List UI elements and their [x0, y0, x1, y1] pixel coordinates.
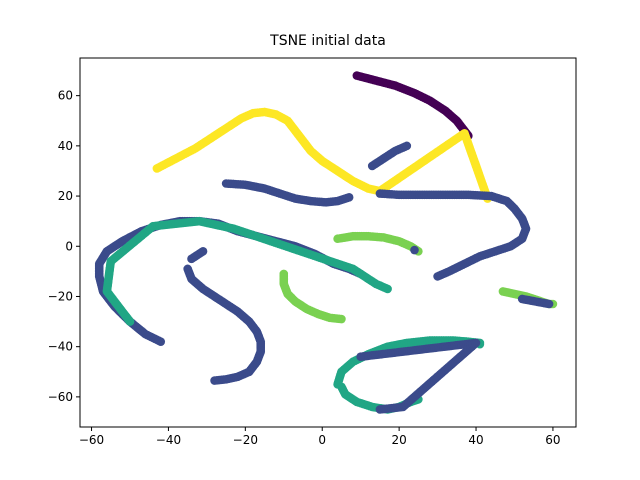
y-tick-label: 40 [58, 139, 73, 153]
data-point [433, 272, 442, 281]
data-point [198, 246, 208, 256]
x-axis: −60 −40 −20 0 20 40 60 [79, 427, 561, 447]
data-point [383, 284, 392, 294]
data-point [210, 376, 219, 385]
y-tick-label: −40 [48, 340, 73, 354]
data-point [356, 352, 365, 362]
data-point [402, 141, 412, 151]
data-point [410, 245, 419, 255]
y-tick-label: −60 [48, 390, 73, 404]
data-point [544, 299, 554, 309]
axes-frame [79, 57, 577, 428]
x-tick-label: −60 [79, 433, 104, 447]
x-tick-label: −40 [156, 433, 181, 447]
x-tick-label: −20 [233, 433, 258, 447]
data-point [337, 314, 346, 324]
x-tick-label: 0 [318, 433, 326, 447]
x-tick-label: 40 [468, 433, 483, 447]
y-tick-label: 60 [58, 89, 73, 103]
data-point [344, 193, 354, 202]
y-tick-label: −20 [48, 289, 73, 303]
chart-title: TSNE initial data [270, 33, 386, 49]
y-axis: −60 −40 −20 0 20 40 60 [48, 89, 80, 404]
y-tick-label: 20 [58, 189, 73, 203]
x-tick-label: 20 [391, 433, 406, 447]
y-tick-label: 0 [65, 239, 73, 253]
x-tick-label: 60 [545, 433, 560, 447]
data-points [94, 71, 558, 414]
